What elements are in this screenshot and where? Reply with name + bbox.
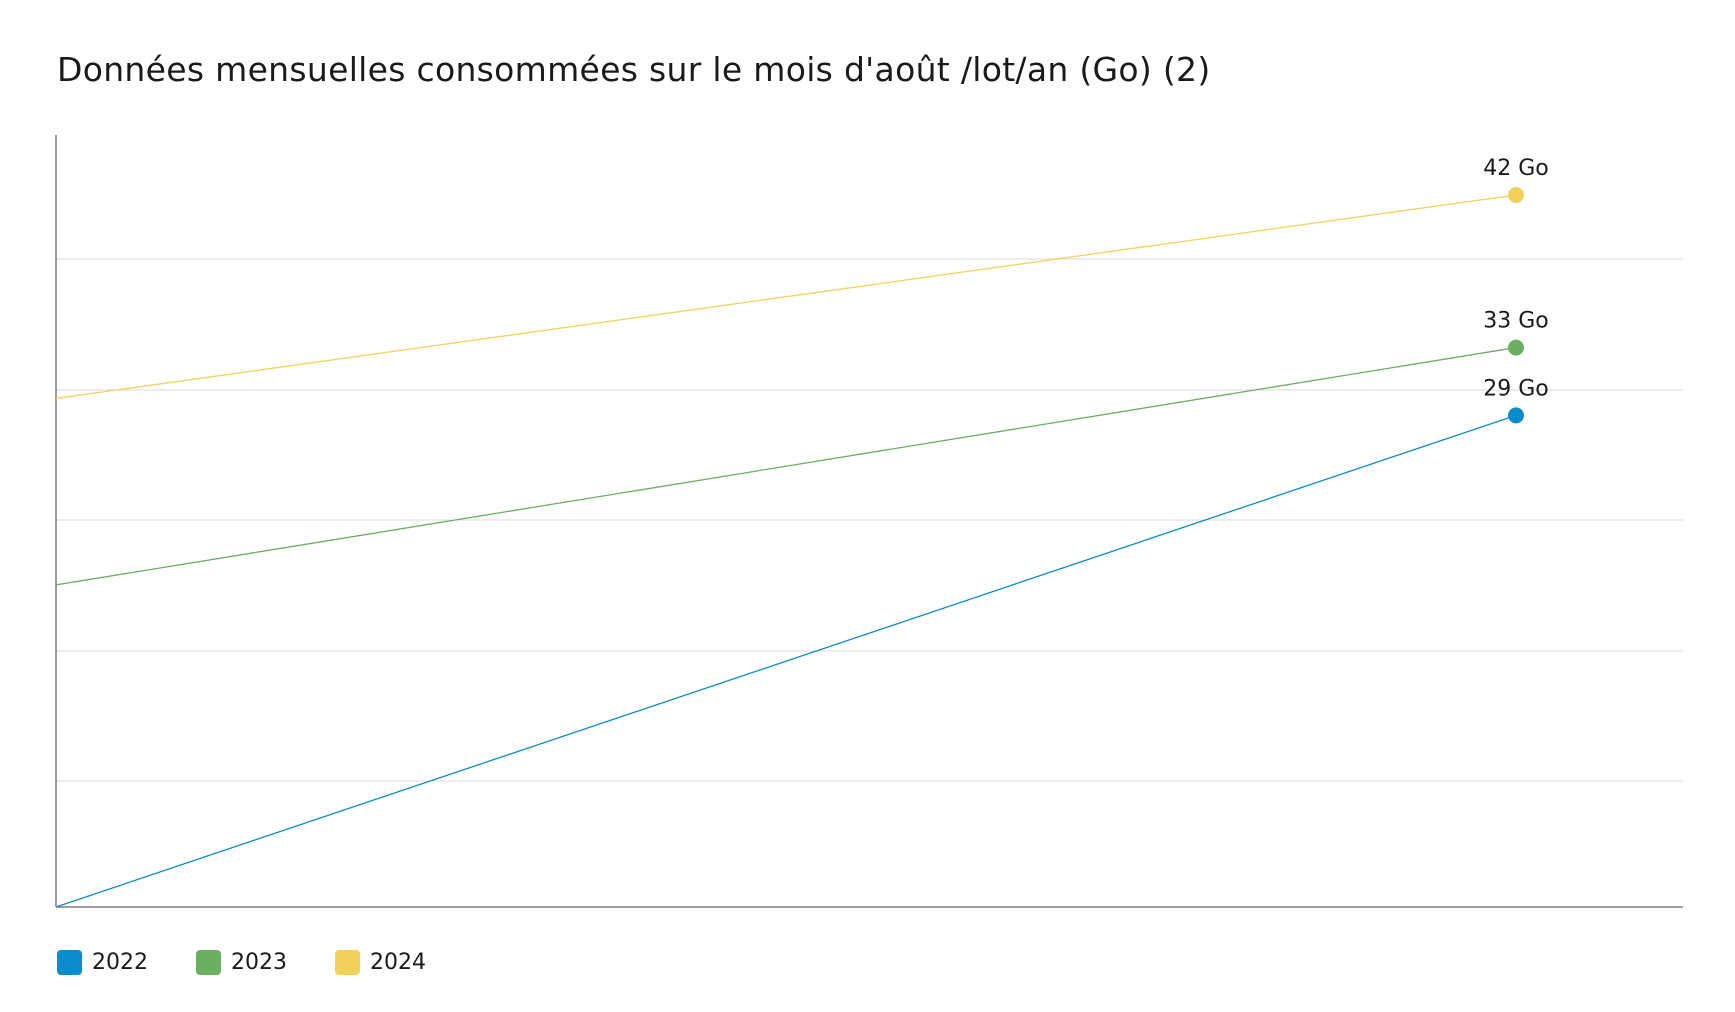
data-label-2023: 33 Go xyxy=(1483,309,1549,334)
legend-item-2022: 2022 xyxy=(57,950,148,975)
legend-item-2024: 2024 xyxy=(335,950,426,975)
series-line-2024 xyxy=(55,194,1517,400)
legend-swatch xyxy=(196,950,221,975)
legend-label: 2024 xyxy=(370,950,426,975)
legend-label: 2023 xyxy=(231,950,287,975)
data-point-2023 xyxy=(1508,339,1524,356)
data-point-2024 xyxy=(1508,187,1524,203)
data-label-2024: 42 Go xyxy=(1483,156,1549,181)
chart-title: Données mensuelles consommées sur le moi… xyxy=(57,50,1211,89)
legend-swatch xyxy=(57,950,82,975)
gridlines xyxy=(56,258,1683,782)
series-line-2023 xyxy=(55,346,1517,586)
legend: 2022 2023 2024 xyxy=(57,950,474,975)
data-label-2022: 29 Go xyxy=(1483,376,1549,401)
legend-label: 2022 xyxy=(92,950,148,975)
data-labels: 29 Go 33 Go 42 Go xyxy=(1483,156,1549,401)
series-end-points xyxy=(1508,187,1524,424)
series-lines xyxy=(55,194,1517,908)
legend-swatch xyxy=(335,950,360,975)
data-point-2022 xyxy=(1508,407,1524,424)
axes xyxy=(55,135,1683,908)
legend-item-2023: 2023 xyxy=(196,950,287,975)
series-line-2022 xyxy=(55,414,1517,908)
